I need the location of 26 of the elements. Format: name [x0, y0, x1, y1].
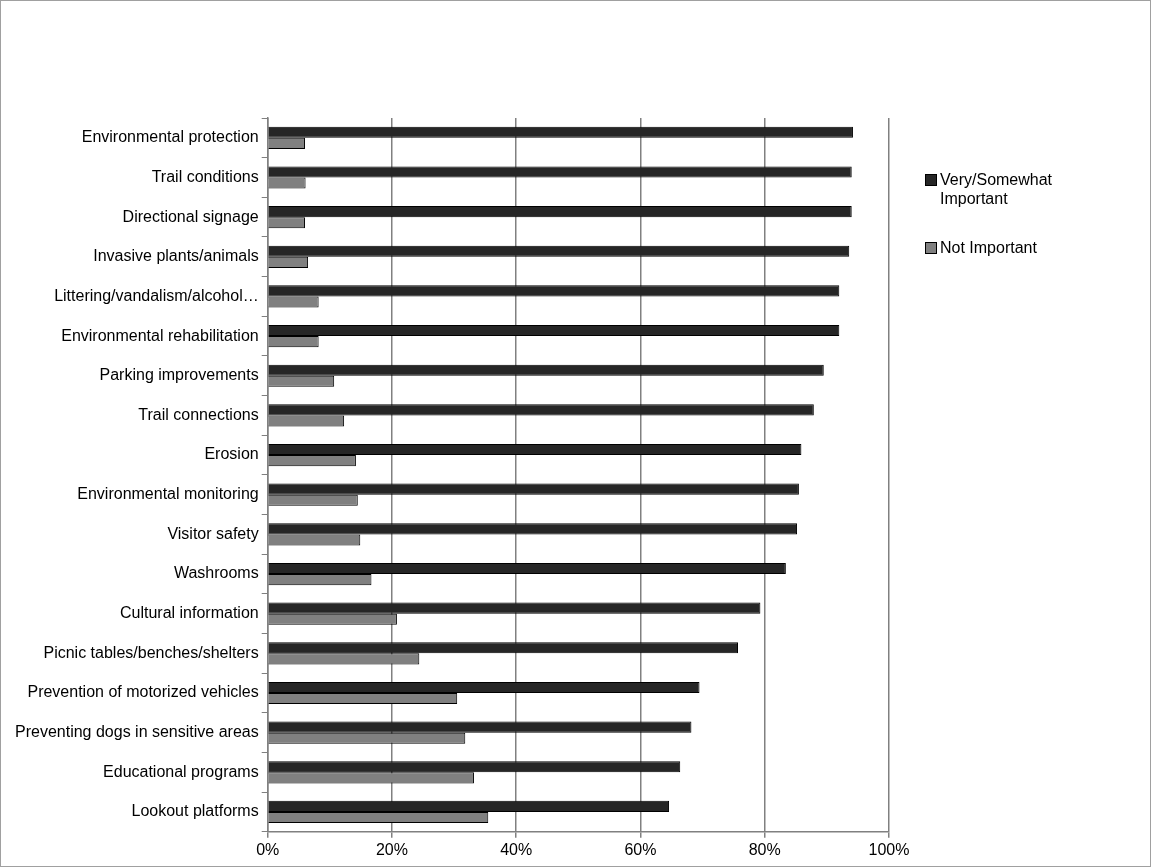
y-tick-label: Trail conditions	[151, 167, 259, 185]
y-tick-label: Littering/vandalism/alcohol…	[54, 286, 259, 304]
y-tick-label: Parking improvements	[99, 366, 259, 384]
x-tick-label: 0%	[256, 840, 280, 858]
y-tick-label: Environmental protection	[81, 128, 259, 146]
x-tick-label: 40%	[500, 840, 533, 858]
y-tick-label: Directional signage	[122, 207, 259, 225]
y-tick-label: Preventing dogs in sensitive areas	[14, 723, 259, 741]
x-tick-label: 100%	[868, 840, 910, 858]
y-tick-label: Educational programs	[103, 762, 259, 780]
y-tick-label: Prevention of motorized vehicles	[27, 683, 259, 701]
y-tick-label: Visitor safety	[167, 524, 259, 542]
legend-label: Not Important	[940, 238, 1037, 257]
y-tick-label: Washrooms	[173, 564, 259, 582]
y-tick-label: Picnic tables/benches/shelters	[43, 643, 259, 661]
y-tick-label: Lookout platforms	[131, 802, 259, 820]
y-tick-label: Invasive plants/animals	[93, 247, 259, 265]
x-tick-label: 80%	[748, 840, 781, 858]
legend-label: Very/Somewhat Important	[940, 170, 1054, 208]
y-tick-label: Environmental rehabilitation	[61, 326, 259, 344]
y-tick-label: Cultural information	[119, 604, 259, 622]
x-tick-label: 20%	[375, 840, 408, 858]
y-tick-label: Environmental monitoring	[77, 485, 259, 503]
y-tick-label: Trail connections	[138, 405, 259, 423]
y-tick-label: Erosion	[204, 445, 259, 463]
x-tick-label: 60%	[624, 840, 657, 858]
